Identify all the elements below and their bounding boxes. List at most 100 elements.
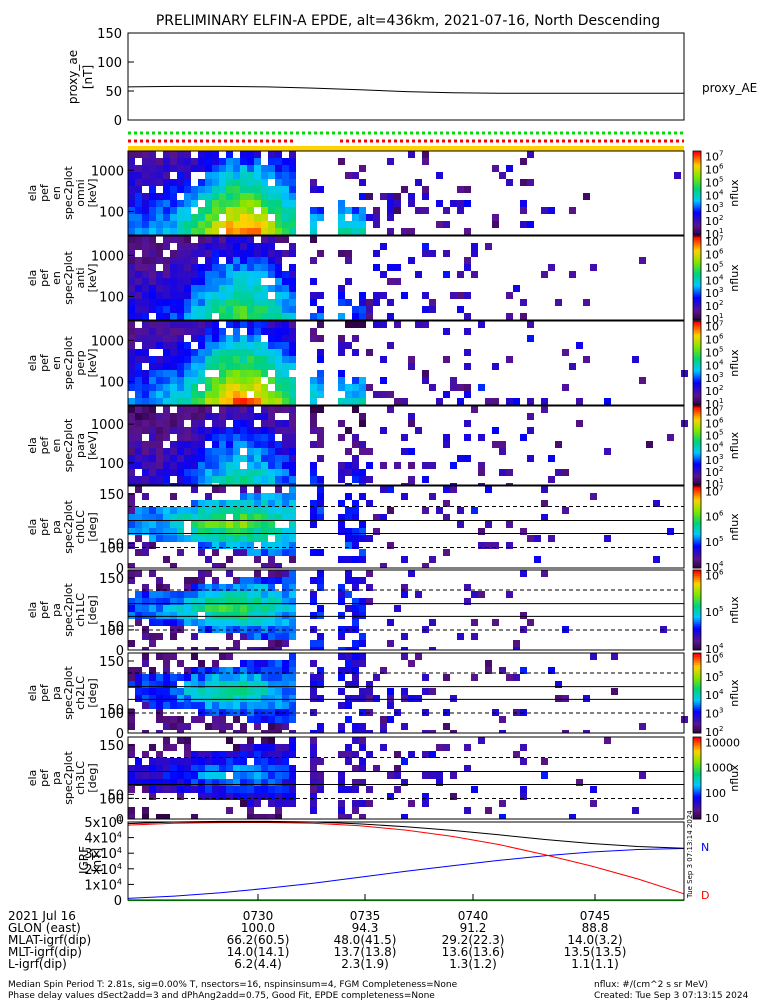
heat-cell [135,370,142,377]
heat-cell [338,384,345,391]
heat-cell [177,278,184,285]
colorbar-seg [693,582,701,585]
heat-cell [401,758,408,765]
heat-cell [226,356,233,363]
heat-cell [289,285,296,292]
heat-cell [198,591,205,598]
heat-cell [191,619,198,626]
heat-cell [233,730,240,733]
heat-cell [254,800,261,807]
heat-cell [142,807,149,814]
panel-frame [127,235,685,321]
heat-cell [359,758,366,765]
colorbar-seg [693,725,701,728]
heat-cell [261,228,268,235]
heat-cell [380,723,387,730]
heat-cell [345,681,352,688]
heat-cell [240,342,247,349]
colorbar-tick: 106 [705,416,724,430]
heat-cell [261,681,268,688]
heat-cell [471,619,478,626]
heat-cell [177,363,184,370]
heat-cell [177,427,184,434]
heat-cell [247,633,254,640]
heat-cell [268,556,275,563]
heat-cell [247,744,254,751]
heat-cell [226,441,233,448]
heat-cell [233,500,240,507]
colorbar-seg [693,325,701,328]
heat-cell [261,688,268,695]
heat-cell [520,200,527,207]
heat-cell [254,493,261,500]
heat-cell [457,292,464,299]
heat-cell [289,674,296,681]
heat-cell [261,493,268,500]
heat-cell [275,772,282,779]
heat-cell [212,612,219,619]
colorbar-seg [693,188,701,192]
heat-cell [590,653,597,660]
heat-cell [548,667,555,674]
ephem-value: 6.2(4.4) [234,957,282,971]
heat-cell [184,264,191,271]
heat-cell [205,151,212,158]
heat-cell [226,391,233,398]
colorbar-tick: 106 [705,248,724,262]
heat-cell [163,528,170,535]
heat-cell [198,271,205,278]
heat-cell [205,765,212,772]
colorbar-seg [693,802,701,806]
colorbar-seg [693,490,701,493]
heat-cell [205,469,212,476]
heat-cell [233,469,240,476]
heat-cell [261,321,268,328]
heat-cell [590,800,597,807]
colorbar-seg [693,381,701,385]
heat-cell [338,250,345,257]
heat-cell [226,243,233,250]
heat-cell [317,514,324,521]
heat-cell [233,285,240,292]
colorbar-seg [693,267,701,271]
heat-cell [289,744,296,751]
heat-cell [338,647,345,650]
heat-cell [142,278,149,285]
heat-cell [212,476,219,483]
heat-cell [247,321,254,328]
heat-cell [128,427,135,434]
igrf-frame [127,821,685,901]
heat-cell [240,598,247,605]
colorbar-seg [693,248,701,252]
heat-cell [170,462,177,469]
heat-cell [142,236,149,243]
heat-cell [184,723,191,730]
colorbar-tick: 106 [705,510,724,524]
heat-cell [254,570,261,577]
heat-cell [212,292,219,299]
heat-cell [254,342,261,349]
colorbar-seg [693,557,701,561]
heat-cell [359,640,366,647]
heat-cell [555,441,562,448]
heat-cell [226,786,233,793]
heat-cell [268,342,275,349]
heat-cell [191,633,198,640]
colorbar-seg [693,798,701,802]
heat-cell [163,243,170,250]
heat-cell [247,591,254,598]
heat-cell [289,483,296,485]
heat-cell [163,186,170,193]
quality-flag-bars [128,131,684,151]
heat-cell [226,653,233,660]
heat-cell [128,563,135,568]
heat-cell [191,476,198,483]
heat-cell [247,313,254,320]
heat-cell [359,605,366,612]
heat-cell [184,674,191,681]
heat-cell [527,321,534,328]
heat-cell [184,158,191,165]
heat-cell [170,528,177,535]
heat-cell [359,398,366,405]
